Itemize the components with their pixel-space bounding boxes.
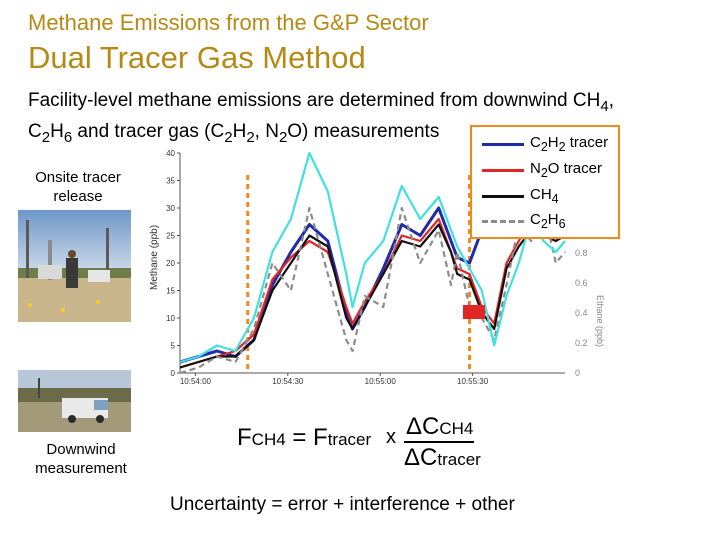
- legend-label: CH4: [530, 186, 559, 206]
- fraction-bar: [404, 441, 474, 443]
- flux-formula-lhs: FCH4 = Ftracer: [237, 424, 372, 451]
- onsite-photo: [18, 210, 131, 322]
- x-tick-label: 10:55:00: [365, 377, 397, 385]
- legend-item-n2o: N2O tracer: [472, 158, 618, 182]
- slide-kicker: Methane Emissions from the G&P Sector: [28, 10, 429, 35]
- y-right-tick-label: 0.6: [575, 278, 588, 288]
- y-right-tick-label: 0.2: [575, 338, 588, 348]
- flux-formula-times: x: [386, 426, 396, 448]
- y-tick-label: 35: [166, 177, 175, 186]
- downwind-photo: [18, 370, 131, 432]
- legend-swatch: [482, 220, 524, 223]
- x-tick-label: 10:54:00: [180, 377, 212, 385]
- y-tick-label: 40: [166, 149, 175, 158]
- slide-title: Dual Tracer Gas Method: [28, 40, 366, 75]
- onsite-caption: Onsite tracer release: [35, 169, 121, 205]
- y-tick-label: 0: [171, 369, 176, 378]
- intro-text: Facility-level methane emissions are det…: [28, 90, 614, 146]
- legend-label: C2H6: [530, 211, 566, 231]
- red-indicator: [463, 305, 485, 319]
- legend-swatch: [482, 169, 524, 172]
- x-tick-label: 10:54:30: [272, 377, 304, 385]
- legend-item-c2h6: C2H6: [472, 209, 618, 233]
- y-right-tick-label: 0.8: [575, 248, 588, 258]
- legend-swatch: [482, 143, 524, 146]
- series-line-c2h6: [179, 206, 566, 375]
- downwind-caption: Downwind measurement: [35, 441, 127, 477]
- y-axis-label: Methane (ppb): [149, 225, 160, 290]
- uncertainty-text: Uncertainty = error + interference + oth…: [170, 494, 515, 515]
- y-tick-label: 10: [166, 314, 175, 323]
- series-line-cyan: [179, 151, 566, 364]
- y-tick-label: 25: [166, 232, 175, 241]
- chart-legend: C2H2 tracer N2O tracer CH4 C2H6: [470, 125, 620, 239]
- y-right-tick-label: 0.4: [575, 308, 588, 318]
- legend-label: C2H2 tracer: [530, 134, 609, 154]
- y-right-tick-label: 0: [575, 368, 580, 378]
- x-tick-label: 10:55:30: [457, 377, 489, 385]
- flux-formula-numerator: ΔCCH4: [406, 413, 474, 440]
- legend-item-c2h2: C2H2 tracer: [472, 132, 618, 156]
- legend-item-ch4: CH4: [472, 184, 618, 208]
- series-line-ch4: [179, 223, 566, 369]
- legend-label: N2O tracer: [530, 160, 602, 180]
- y-tick-label: 20: [166, 259, 175, 268]
- flux-formula-denominator: ΔCtracer: [404, 444, 481, 471]
- y-tick-label: 30: [166, 204, 175, 213]
- y-tick-label: 15: [166, 287, 175, 296]
- legend-swatch: [482, 195, 524, 198]
- y-right-axis-label: Ethane (ppb): [595, 295, 605, 347]
- y-tick-label: 5: [171, 342, 176, 351]
